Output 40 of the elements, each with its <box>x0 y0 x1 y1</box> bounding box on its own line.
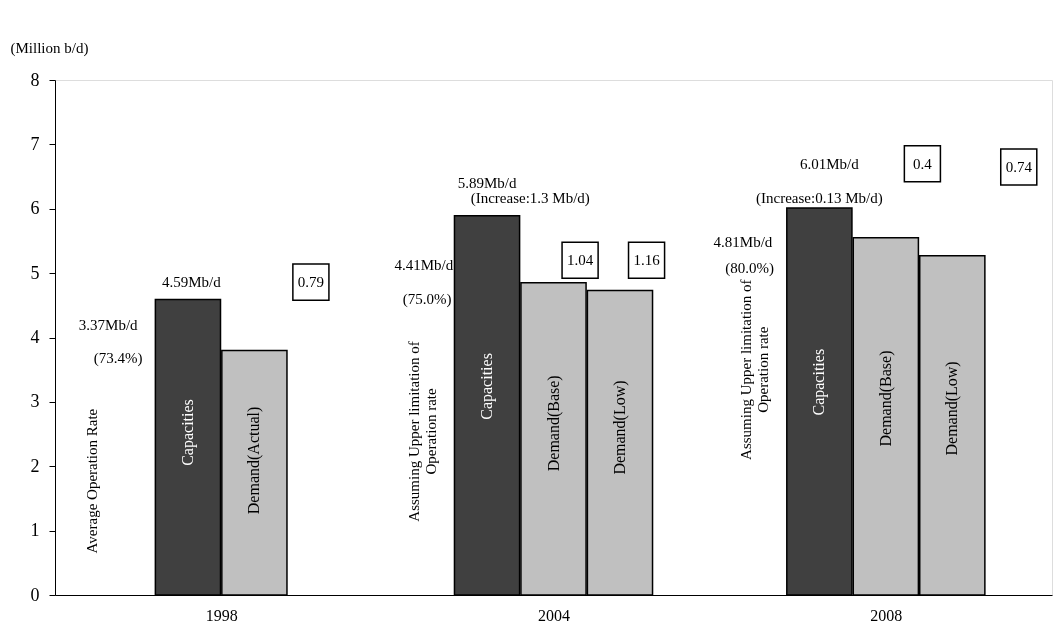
y-tick-label: 7 <box>30 133 40 154</box>
annotation: Assuming Upper limitation of Operation rate <box>405 341 439 522</box>
series-label: Demand(Low) <box>943 361 962 456</box>
annotation: (73.4%) <box>93 350 143 368</box>
annotation: 0.79 <box>297 274 325 291</box>
annotation: (75.0%) <box>402 290 452 308</box>
text: Demand(Low) <box>610 380 628 475</box>
annotation: 4.81Mb/d <box>713 234 773 251</box>
x-tick-label: 2004 <box>538 606 570 624</box>
x-tick-label: 1998 <box>205 606 238 624</box>
y-tick-label: 5 <box>30 262 40 283</box>
y-tick-label: 4 <box>30 327 40 347</box>
text: Capacities <box>478 353 496 420</box>
text: Capacities <box>810 348 828 416</box>
text: Demand(Base) <box>876 350 894 447</box>
y-tick-label: 8 <box>30 69 40 90</box>
y-tick-label: 6 <box>30 198 40 219</box>
annotation: (Increase:1.3 Mb/d) <box>470 189 590 207</box>
annotation: 5.89Mb/d <box>457 175 517 191</box>
series-label: Capacities <box>178 399 197 466</box>
annotation: Assuming Upper limitation of Operation rate <box>738 279 772 460</box>
x-tick-label: 2008 <box>870 606 903 624</box>
series-label: Demand(Base) <box>544 375 563 472</box>
annotation: (80.0%) <box>725 259 774 277</box>
y-tick-label: 0 <box>30 584 40 605</box>
annotation: 1.04 <box>566 252 594 269</box>
y-tick-label: 1 <box>30 520 40 541</box>
annotation: 6.01Mb/d <box>799 155 860 172</box>
annotation: 1.16 <box>633 252 661 269</box>
y-tick-label: 3 <box>30 391 40 412</box>
annotation: 4.41Mb/d <box>394 257 454 274</box>
annotation: Average Operation Rate <box>83 408 100 554</box>
annotation: 0.4 <box>913 155 933 172</box>
annotation: 0.74 <box>1005 158 1033 175</box>
annotation: 3.37Mb/d <box>78 316 139 333</box>
series-label: Demand(Actual) <box>245 406 264 515</box>
annotation: 4.59Mb/d <box>161 274 222 291</box>
y-tick-label: 2 <box>30 455 40 476</box>
annotation: (Increase:0.13 Mb/d) <box>756 189 883 207</box>
y-axis-title: (Million b/d) <box>10 39 89 57</box>
